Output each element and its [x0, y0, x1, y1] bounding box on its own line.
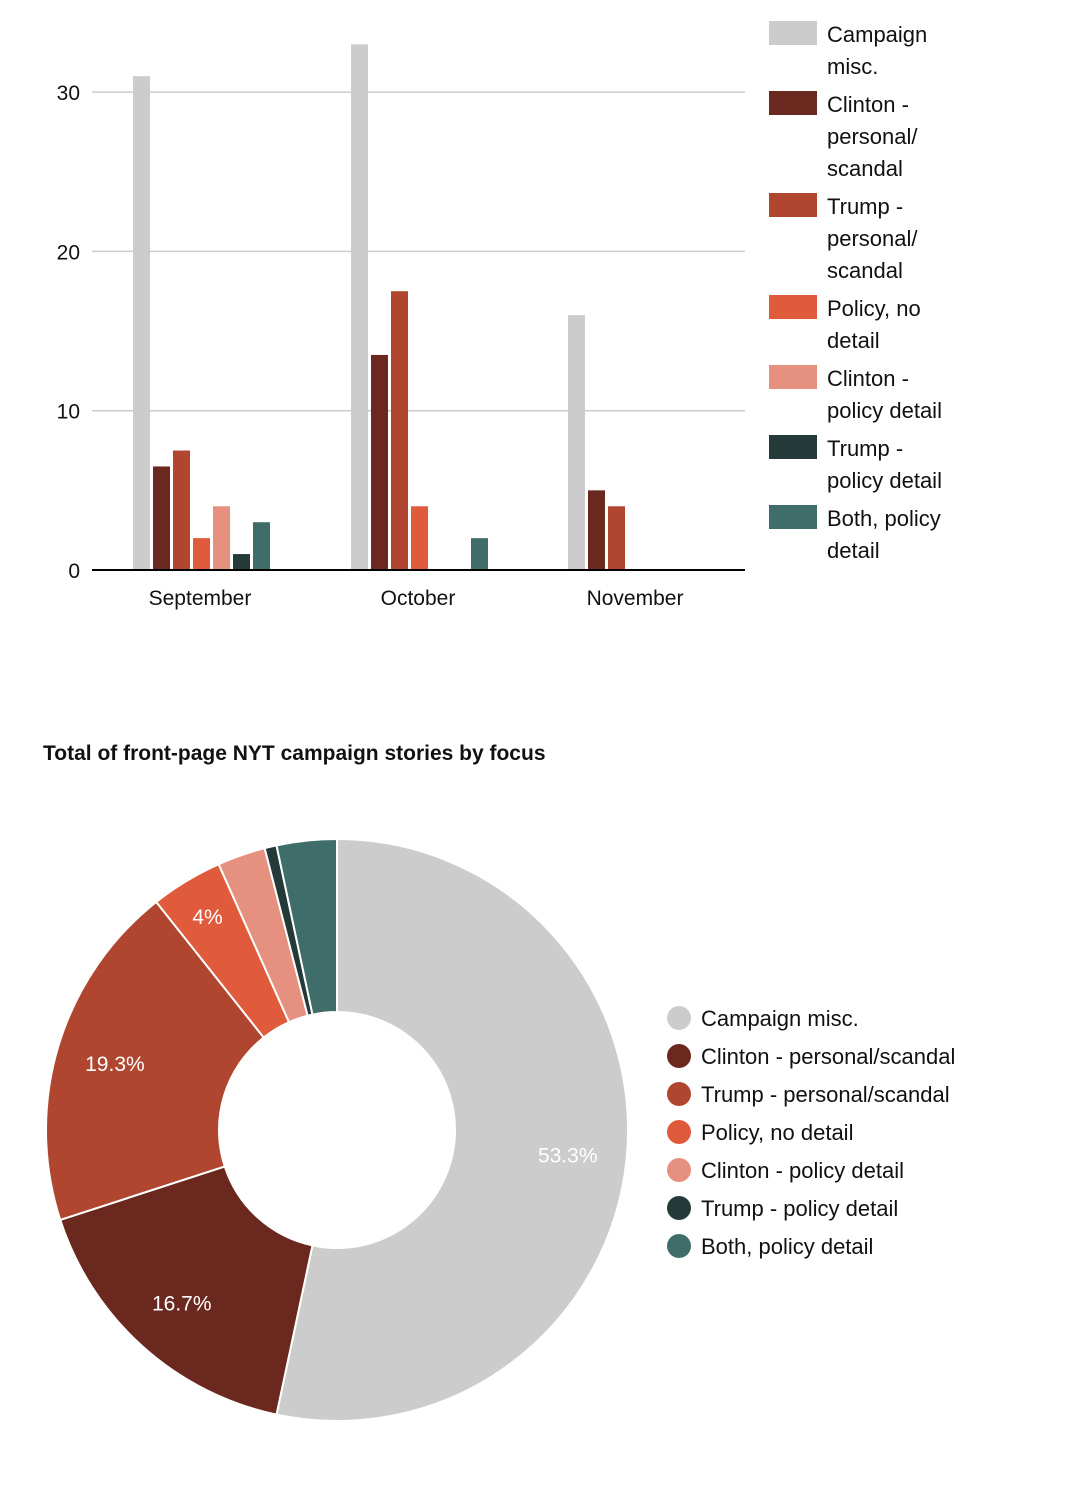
legend-label: personal/	[827, 226, 918, 251]
y-tick-label: 10	[57, 401, 80, 424]
bar-trump-personal-scandal-october	[391, 291, 408, 570]
legend-label: Trump -	[827, 436, 903, 461]
bar-clinton-personal-scandal-september	[153, 466, 170, 570]
bar-trump-personal-scandal-september	[173, 450, 190, 570]
legend-marker	[667, 1196, 691, 1220]
bar-trump-personal-scandal-november	[608, 506, 625, 570]
legend-swatch	[769, 295, 817, 319]
legend-swatch	[769, 91, 817, 115]
slice-label: 4%	[192, 906, 222, 929]
legend-label: Policy, no	[827, 296, 921, 321]
donut-slice-trump-policy-detail	[263, 844, 314, 1017]
legend-label: Both, policy	[827, 506, 941, 531]
legend-label: misc.	[827, 54, 878, 79]
x-tick-label: September	[149, 587, 252, 610]
legend-marker	[667, 1006, 691, 1030]
bar-policy-no-detail-october	[411, 506, 428, 570]
legend-marker	[667, 1044, 691, 1068]
bar-chart: 0 10 20 30 September October November Campaign m…	[57, 21, 942, 610]
legend-label: Campaign misc.	[701, 1006, 859, 1031]
x-tick-label: October	[381, 587, 456, 610]
bar-campaign-misc--september	[133, 76, 150, 571]
legend-marker	[667, 1158, 691, 1182]
bar-campaign-misc--october	[351, 44, 368, 571]
slice-label: 19.3%	[85, 1053, 145, 1076]
slice-label: 53.3%	[538, 1144, 598, 1167]
legend-label: Clinton - personal/scandal	[701, 1044, 955, 1069]
bar-clinton-personal-scandal-october	[371, 354, 388, 570]
donut-slice-clinton-policy-detail	[217, 846, 309, 1024]
y-tick-label: 0	[68, 560, 80, 583]
donut-slice-clinton-personal-scandal	[58, 1165, 314, 1416]
legend-label: Trump - policy detail	[701, 1196, 898, 1221]
legend-label: detail	[827, 538, 880, 563]
y-tick-label: 20	[57, 241, 80, 264]
slice-label: 16.7%	[152, 1292, 212, 1315]
legend-label: detail	[827, 328, 880, 353]
bar-both-policy-detail-october	[471, 538, 488, 570]
bar-both-policy-detail-september	[253, 522, 270, 570]
legend-marker	[667, 1120, 691, 1144]
legend-marker	[667, 1234, 691, 1258]
legend-label: scandal	[827, 258, 903, 283]
donut-slice-trump-personal-scandal	[45, 900, 266, 1222]
legend-label: Policy, no detail	[701, 1120, 853, 1145]
legend-marker	[667, 1082, 691, 1106]
legend-swatch	[769, 435, 817, 459]
legend-swatch	[769, 193, 817, 217]
bar-campaign-misc--november	[568, 315, 585, 570]
y-tick-label: 30	[57, 82, 80, 105]
legend-label: Both, policy detail	[701, 1234, 873, 1259]
bar-clinton-personal-scandal-november	[588, 490, 605, 570]
donut-slice-policy-no-detail	[154, 862, 291, 1039]
legend-label: policy detail	[827, 468, 942, 493]
legend-swatch	[769, 21, 817, 45]
donut-slice-both-policy-detail	[275, 837, 338, 1016]
bar-clinton-policy-detail-september	[213, 506, 230, 570]
bar-policy-no-detail-september	[193, 538, 210, 570]
donut-slice-campaign-misc-	[275, 837, 629, 1422]
legend-label: Trump -	[827, 194, 903, 219]
bar-trump-policy-detail-september	[233, 554, 250, 570]
legend-swatch	[769, 365, 817, 389]
legend-label: Clinton - policy detail	[701, 1158, 904, 1183]
chart-title: Total of front-page NYT campaign stories…	[43, 742, 546, 765]
legend-label: Trump - personal/scandal	[701, 1082, 950, 1107]
legend-label: scandal	[827, 156, 903, 181]
legend-swatch	[769, 505, 817, 529]
legend-label: policy detail	[827, 398, 942, 423]
legend-label: personal/	[827, 124, 918, 149]
x-tick-label: November	[587, 587, 684, 610]
legend-label: Campaign	[827, 22, 927, 47]
legend-label: Clinton -	[827, 366, 909, 391]
legend-label: Clinton -	[827, 92, 909, 117]
